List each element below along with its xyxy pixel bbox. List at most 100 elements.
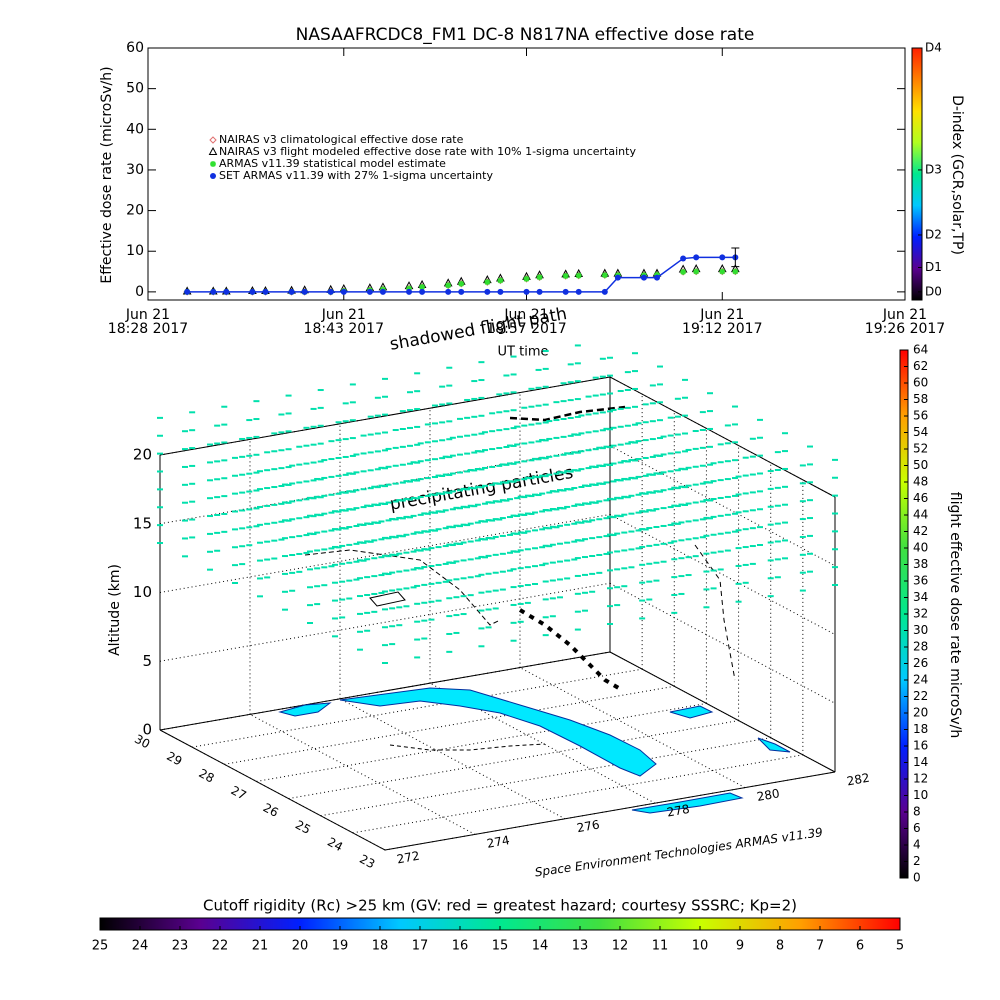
box-edge [159, 651, 611, 731]
grid-line [519, 667, 746, 789]
colorbar-tick-label: 22 [913, 689, 928, 703]
colorbar-tick-label: 46 [913, 491, 928, 505]
box-edge [609, 376, 836, 498]
y-tick-label: 24 [325, 835, 345, 855]
x-tick-label: Jun 21 19:12 2017 [682, 307, 763, 337]
y-tick-label: 30 [126, 162, 144, 178]
colorbar-tick-label: 26 [913, 656, 928, 670]
colorbar-tick-label: 58 [913, 392, 928, 406]
y-tick-label: 20 [126, 203, 144, 219]
flight-shadow [509, 405, 626, 422]
grid-line [352, 754, 803, 834]
point [601, 288, 608, 295]
y-tick-label: 0 [135, 284, 144, 300]
z-axis-label: Altitude (km) [107, 564, 123, 656]
colorbar-tick-label: 5 [896, 939, 904, 954]
y-tick-label: 25 [293, 818, 313, 838]
point [262, 288, 269, 295]
grid-line [288, 720, 739, 800]
colorbar-tick-label: 18 [913, 722, 928, 736]
x-axis-label: UT time [498, 345, 549, 360]
point [614, 274, 621, 281]
point [562, 288, 569, 295]
point [484, 288, 491, 295]
y-tick-label: 26 [261, 800, 281, 820]
flight-path [304, 549, 501, 626]
islands [669, 705, 791, 753]
colorbar-tick-label: 8 [776, 939, 784, 954]
point [366, 288, 373, 295]
colorbar-tick-label: 20 [913, 706, 928, 720]
colorbar-tick-label: 42 [913, 524, 928, 538]
colorbar-tick-label: 32 [913, 607, 928, 621]
point [719, 254, 726, 261]
point [406, 285, 413, 292]
y-tick-label: 30 [132, 732, 152, 752]
y-axis-label: Effective dose rate (microSv/h) [99, 66, 115, 283]
colorbar-tick-label: 16 [913, 739, 928, 753]
coast [278, 702, 332, 717]
colorbar-tick-label: 9 [736, 939, 744, 954]
colorbar-tick-label: 10 [692, 939, 709, 954]
colorbar-tick-label: 52 [913, 442, 928, 456]
colorbar-tick-label: 62 [913, 359, 928, 373]
colorbar-tick-label: 54 [913, 425, 928, 439]
colorbar-tick-label: 48 [913, 475, 928, 489]
colorbar-tick-label: 21 [252, 939, 269, 954]
flight-shadow [694, 544, 736, 681]
grid-line [192, 668, 643, 748]
point [210, 288, 217, 295]
point [719, 268, 726, 275]
legend-label: NAIRAS v3 climatological effective dose … [219, 133, 464, 146]
colorbar-tick-label: 38 [913, 557, 928, 571]
legend-marker [210, 173, 216, 179]
colorbar [911, 47, 923, 301]
point [680, 268, 687, 275]
colorbar-tick-label: 15 [492, 939, 509, 954]
colorbar-tick-label: 50 [913, 458, 928, 472]
colorbar-tick-label: 56 [913, 409, 928, 423]
colorbar-tick-label: 12 [612, 939, 629, 954]
point [536, 274, 543, 281]
legend-marker [210, 161, 216, 167]
axes-3d [159, 376, 836, 851]
grid-line [159, 582, 611, 662]
x-tick-label: 278 [666, 802, 691, 820]
legend-label: NAIRAS v3 flight modeled effective dose … [219, 145, 636, 158]
z-tick-label: 0 [142, 721, 152, 739]
legend-marker [208, 146, 218, 155]
chart-title: NASAAFRCDC8_FM1 DC-8 N817NA effective do… [296, 25, 755, 45]
z-tick-label: 5 [142, 652, 152, 670]
colorbar-tick-label: 6 [856, 939, 864, 954]
point [732, 268, 739, 275]
y-tick-label: 10 [126, 243, 144, 259]
point [654, 274, 661, 281]
point [523, 288, 530, 295]
x-tick-label: Jun 21 19:26 2017 [864, 307, 946, 337]
colorbar-tick-label: 20 [292, 939, 309, 954]
colorbar-tick-label: 2 [913, 854, 921, 868]
grid-line [159, 514, 611, 593]
z-tick-label: 15 [133, 514, 152, 532]
grid-line [609, 514, 836, 635]
grid-line [609, 582, 836, 704]
y-tick-label: 29 [164, 749, 184, 769]
point [497, 288, 504, 295]
colorbar-tick-label: 25 [92, 939, 109, 954]
colorbar-tick-label: 23 [172, 939, 189, 954]
colorbar-tick-label: 13 [572, 939, 589, 954]
colorbar-tick-label: 14 [913, 755, 928, 769]
colorbar-tick-label: 19 [332, 939, 349, 954]
y-tick-label: 28 [196, 766, 216, 786]
colorbar-tick-label: 22 [212, 939, 229, 954]
point [536, 288, 543, 295]
point [601, 272, 608, 279]
error-bar [731, 247, 740, 268]
y-tick-label: 23 [357, 852, 377, 872]
box-edge [384, 771, 836, 851]
colorbar-tick-label: 10 [913, 788, 928, 802]
point [575, 288, 582, 295]
point [379, 288, 386, 295]
colorbar-tick-label: D0 [925, 284, 942, 298]
